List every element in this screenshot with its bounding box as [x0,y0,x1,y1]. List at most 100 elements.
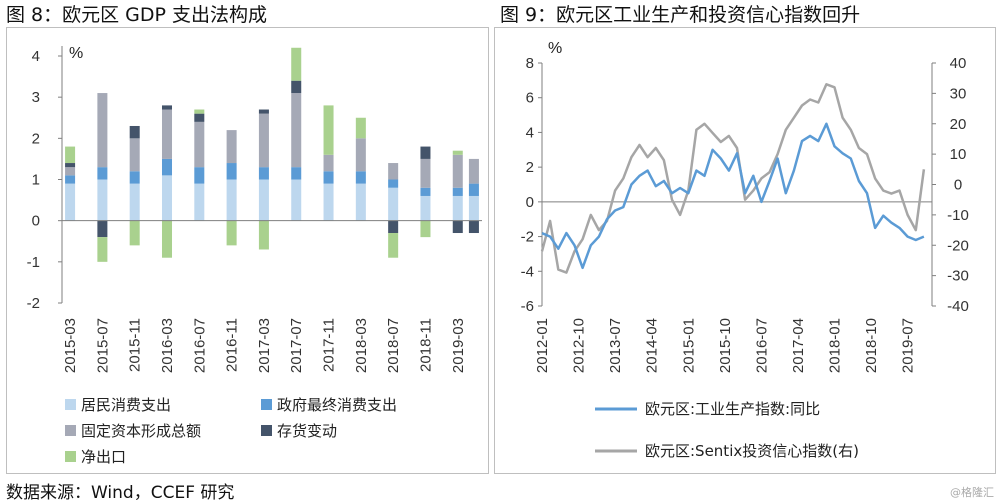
bar-resident-2015-07 [97,179,108,221]
bar-government-2016-03 [161,158,173,176]
bar-government-2018-11 [420,187,431,196]
y-tick-label: -2 [27,295,40,312]
bar-government-2016-07 [194,167,205,184]
y-tick-label: 3 [32,89,40,106]
bar-capital-2016-03 [161,109,173,159]
bar-government-2016-11 [226,163,237,180]
bar-capital-2017-03 [258,113,269,168]
right-tick-label: -10 [947,207,969,224]
bar-inventory-2018-07 [388,220,399,234]
bar-netexport-2018-11 [420,220,431,238]
data-source-note: 数据来源：Wind，CCEF 研究 [6,483,235,503]
x-tick-label: 2015-07 [94,318,111,373]
left-tick-label: 8 [526,55,534,72]
bar-government-2015-03 [65,175,76,184]
left-tick-label: 2 [526,159,534,176]
y-tick-label: 0 [32,213,40,230]
legend-label-ip_line: 欧元区:工业生产指数:同比 [645,400,820,418]
bar-resident-2017-11 [323,183,334,221]
bar-capital-2017-07 [291,93,302,168]
bar-government-2019-03 [452,187,463,196]
left-tick-label: -2 [521,229,534,246]
bar-resident-2015-03 [65,183,76,221]
bar-government-2017-03 [258,167,269,180]
y-tick-label: 4 [32,48,40,65]
bar-government-2018-03 [355,171,366,184]
y-tick-label: -1 [27,254,40,271]
y-tick-label: 2 [32,130,40,147]
bar-capital-2017-11 [323,154,334,172]
left-tick-label: 6 [526,90,534,107]
legend-swatch-inventory [261,425,272,436]
bar-resident-2017-07 [291,179,302,221]
bar-netexport-2015-03 [65,146,76,164]
x-tick-label: 2017-07 [288,318,305,373]
bar-government-2019-05 [468,183,479,196]
bar-resident-2018-03 [355,183,366,221]
bar-government-2015-07 [97,167,108,180]
bar-capital-2019-03 [452,154,463,188]
x-tick-label: 2015-10 [717,318,734,373]
x-tick-label: 2015-11 [127,318,144,372]
x-tick-label: 2017-04 [790,318,807,373]
series-line-sentix_line [540,83,926,274]
bar-capital-2016-11 [226,130,237,164]
x-tick-label: 2017-03 [256,318,273,373]
x-tick-label: 2013-07 [607,318,624,373]
bar-netexport-2016-11 [226,220,237,246]
bar-capital-2016-07 [194,121,205,168]
bar-capital-2018-11 [420,158,431,188]
bar-netexport-2018-07 [388,233,399,258]
legend-label-resident: 居民消费支出 [81,396,171,414]
x-tick-label: 2018-11 [417,318,434,372]
watermark: @格隆汇 [950,486,994,499]
bar-government-2017-07 [291,167,302,180]
bar-government-2018-07 [388,179,399,188]
industrial-sentix-chart-panel: % -6 -4 -2 0 2 4 6 8 -40 -30 -20 -10 0 10 20 30 40 2012-01… [494,27,996,474]
legend-label-inventory: 存货变动 [277,422,337,440]
series-line-ip_line [541,122,925,270]
legend-label-government: 政府最终消费支出 [277,396,397,414]
right-tick-label: 30 [950,85,967,102]
bar-resident-2016-07 [194,183,205,221]
bar-resident-2018-07 [388,187,399,221]
bar-capital-2015-11 [129,138,140,172]
bar-inventory-2015-07 [97,220,108,238]
bar-inventory-2015-03 [65,163,76,168]
legend-swatch-resident [65,399,76,410]
bar-capital-2015-03 [65,167,76,176]
gdp-composition-chart: % -2 -1 0 1 2 3 4 2015-03 2015-07 2015-11 2016-03 20… [27,45,482,466]
bar-inventory-2018-11 [420,146,431,159]
left-chart-title: 图 8：欧元区 GDP 支出法构成 [6,4,268,26]
bar-inventory-2015-11 [129,125,140,139]
bar-netexport-2017-03 [258,220,269,250]
bar-capital-2015-07 [97,93,108,168]
x-tick-label: 2017-11 [321,318,338,372]
bar-government-2015-11 [129,171,140,184]
x-tick-label: 2014-04 [644,318,661,373]
x-tick-label: 2016-11 [224,318,241,372]
legend-swatch-netexport [65,451,76,462]
left-axis-unit-label: % [548,40,562,57]
y-tick-label: 1 [32,172,40,189]
x-tick-label: 2018-03 [353,318,370,373]
x-tick-label: 2015-01 [680,318,697,373]
right-tick-label: -20 [947,237,969,254]
right-tick-label: -40 [947,298,969,315]
x-tick-label: 2019-07 [900,318,917,373]
bar-resident-2017-03 [258,179,269,221]
bar-inventory-2016-07 [194,113,205,122]
left-tick-label: -4 [521,263,534,280]
bar-capital-2018-03 [355,138,366,172]
right-chart-title: 图 9：欧元区工业生产和投资信心指数回升 [500,4,861,26]
x-tick-label: 2016-07 [191,318,208,373]
bar-resident-2018-11 [420,195,431,221]
x-tick-label: 2018-10 [863,318,880,373]
x-tick-label: 2012-10 [571,318,588,373]
bar-resident-2015-11 [129,183,140,221]
x-tick-label: 2016-03 [159,318,176,373]
x-tick-label: 2016-07 [753,318,770,373]
legend-swatch-government [261,399,272,410]
bar-inventory-2019-03 [452,220,463,234]
bar-netexport-2015-07 [97,237,108,262]
